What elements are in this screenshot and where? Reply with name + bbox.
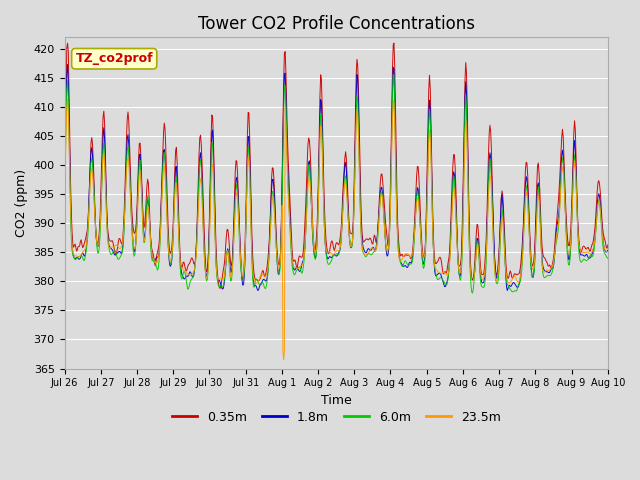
0.35m: [61, 177, 68, 182]
6.0m: [182, 272, 189, 277]
0.35m: [211, 200, 219, 205]
6.0m: [389, 72, 397, 78]
6.0m: [419, 262, 426, 267]
6.0m: [211, 193, 218, 199]
23.5m: [64, 96, 72, 102]
23.5m: [127, 208, 135, 214]
Line: 1.8m: 1.8m: [65, 64, 608, 290]
1.8m: [127, 203, 135, 208]
Line: 23.5m: 23.5m: [65, 99, 608, 360]
6.0m: [127, 187, 134, 192]
0.35m: [420, 254, 428, 260]
1.8m: [71, 256, 79, 262]
23.5m: [280, 357, 287, 363]
6.0m: [604, 255, 612, 261]
6.0m: [61, 197, 68, 203]
6.0m: [70, 255, 78, 261]
1.8m: [182, 274, 190, 279]
23.5m: [211, 229, 219, 235]
6.0m: [468, 290, 476, 296]
0.35m: [71, 241, 79, 247]
1.8m: [404, 264, 412, 270]
23.5m: [182, 270, 190, 276]
0.35m: [182, 268, 190, 274]
1.8m: [61, 189, 68, 194]
23.5m: [604, 249, 612, 255]
23.5m: [61, 200, 68, 205]
Text: TZ_co2prof: TZ_co2prof: [76, 52, 153, 65]
23.5m: [420, 255, 428, 261]
Y-axis label: CO2 (ppm): CO2 (ppm): [15, 169, 28, 237]
23.5m: [404, 251, 412, 257]
1.8m: [211, 217, 219, 223]
6.0m: [403, 261, 411, 266]
0.35m: [604, 242, 612, 248]
X-axis label: Time: Time: [321, 394, 351, 407]
Title: Tower CO2 Profile Concentrations: Tower CO2 Profile Concentrations: [198, 15, 475, 33]
0.35m: [404, 252, 412, 258]
1.8m: [604, 247, 612, 253]
1.8m: [254, 288, 262, 293]
0.35m: [216, 286, 224, 291]
Legend: 0.35m, 1.8m, 6.0m, 23.5m: 0.35m, 1.8m, 6.0m, 23.5m: [167, 406, 506, 429]
1.8m: [420, 261, 428, 267]
23.5m: [71, 252, 79, 258]
0.35m: [64, 40, 72, 46]
Line: 6.0m: 6.0m: [65, 75, 608, 293]
0.35m: [127, 188, 135, 193]
1.8m: [64, 61, 72, 67]
Line: 0.35m: 0.35m: [65, 43, 608, 288]
